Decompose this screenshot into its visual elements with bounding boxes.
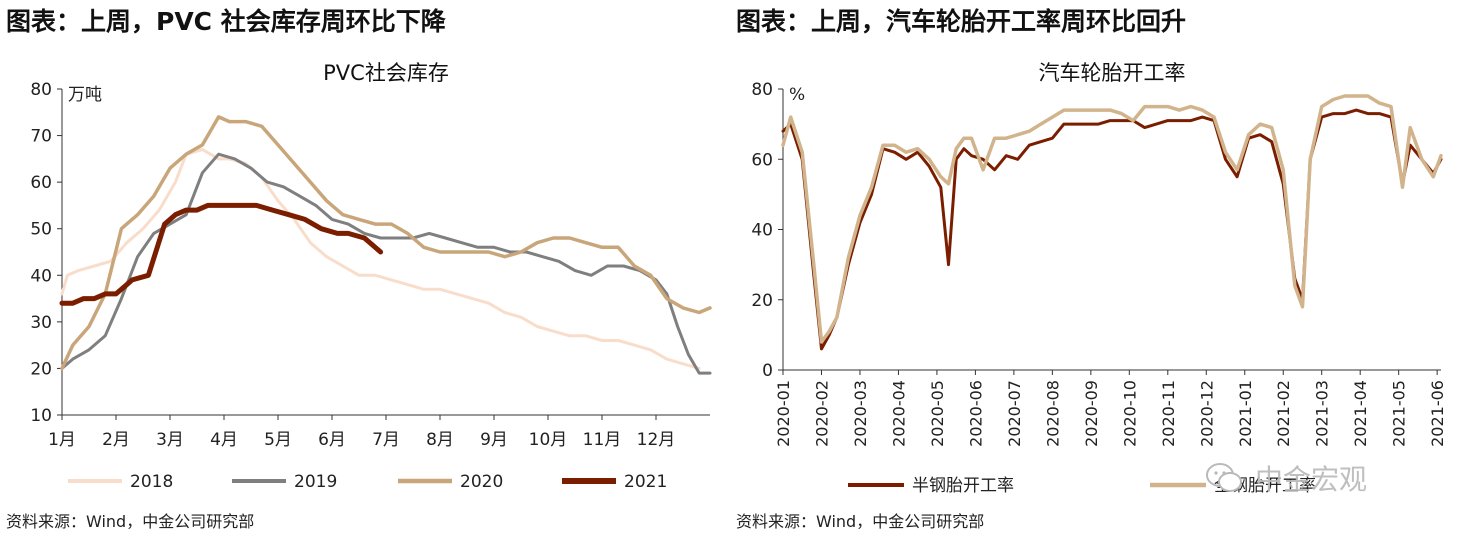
source-note: 资料来源：Wind，中金公司研究部 [6, 512, 255, 531]
x-tick-label: 1月 [48, 430, 76, 450]
y-tick-label: 20 [751, 291, 773, 311]
tire-operating-rate-chart: 汽车轮胎开工率% 0 20 40 60 80 2020-01 2020-02 2020-03 20… [751, 61, 1447, 496]
watermark: 中金宏观 [1195, 456, 1435, 506]
legend-label: 2019 [294, 472, 337, 492]
x-tick-label: 2020-12 [1197, 380, 1216, 447]
y-tick-label: 10 [30, 406, 52, 426]
series-line [781, 94, 1443, 344]
x-tick-label: 2020-04 [889, 380, 908, 447]
left-chart-panel: 图表：上周，PVC 社会库存周环比下降 PVC社会库存万吨 10 20 30 40 50 6… [0, 0, 729, 540]
y-tick-label: 80 [30, 80, 52, 100]
x-tick-label: 2020-11 [1159, 380, 1178, 447]
series-line [60, 148, 701, 370]
chart-title: 汽车轮胎开工率 [1039, 61, 1186, 85]
series-line [59, 202, 384, 306]
y-tick-label: 30 [30, 313, 52, 333]
x-tick-label: 2021-05 [1390, 380, 1409, 447]
y-axis-unit-label: 万吨 [68, 85, 102, 105]
y-axis-unit-label: % [789, 85, 805, 105]
x-tick-label: 12月 [637, 430, 676, 450]
x-tick-label: 2020-08 [1043, 380, 1062, 447]
chart-heading: 图表：上周，汽车轮胎开工率周环比回升 [736, 7, 1187, 36]
x-tick-label: 4月 [210, 430, 238, 450]
x-tick-label: 11月 [583, 430, 622, 450]
y-tick-label: 60 [30, 173, 52, 193]
legend-label: 半钢胎开工率 [912, 476, 1014, 496]
y-tick-label: 0 [762, 361, 773, 381]
chart-title: PVC社会库存 [323, 61, 449, 85]
y-tick-label: 50 [30, 220, 52, 240]
right-chart-panel: 图表：上周，汽车轮胎开工率周环比回升 汽车轮胎开工率% 0 20 40 60 80 2020… [730, 0, 1459, 540]
x-tick-label: 6月 [318, 430, 346, 450]
x-tick-label: 2021-06 [1428, 380, 1447, 447]
wechat-icon [1206, 463, 1242, 492]
legend-label: 2021 [624, 472, 667, 492]
x-tick-label: 5月 [264, 430, 292, 450]
y-tick-label: 70 [30, 127, 52, 147]
legend-label: 2020 [460, 472, 503, 492]
y-tick-label: 80 [751, 80, 773, 100]
x-tick-label: 2020-09 [1082, 380, 1101, 447]
watermark-text: 中金宏观 [1255, 463, 1368, 496]
x-tick-label: 2021-01 [1236, 380, 1255, 447]
y-tick-label: 40 [751, 221, 773, 241]
y-tick-label: 60 [751, 150, 773, 170]
y-tick-label: 20 [30, 359, 52, 379]
chart-heading: 图表：上周，PVC 社会库存周环比下降 [6, 7, 446, 36]
series-line [60, 115, 712, 371]
y-tick-label: 40 [30, 266, 52, 286]
x-tick-label: 3月 [156, 430, 184, 450]
series-line [60, 152, 712, 375]
series-line [781, 108, 1443, 351]
x-tick-label: 2020-06 [966, 380, 985, 447]
x-tick-label: 2021-04 [1351, 380, 1370, 447]
legend-label: 2018 [130, 472, 173, 492]
x-tick-label: 2020-05 [928, 380, 947, 447]
x-tick-label: 2020-07 [1005, 380, 1024, 447]
x-tick-label: 2021-03 [1313, 380, 1332, 447]
x-tick-label: 2020-02 [812, 380, 831, 447]
x-tick-label: 9月 [480, 430, 508, 450]
source-note: 资料来源：Wind，中金公司研究部 [736, 512, 985, 531]
x-tick-label: 2021-02 [1274, 380, 1293, 447]
x-tick-label: 10月 [529, 430, 568, 450]
x-tick-label: 2020-03 [851, 380, 870, 447]
x-tick-label: 2020-10 [1120, 380, 1139, 447]
x-tick-label: 7月 [372, 430, 400, 450]
x-tick-label: 2月 [102, 430, 130, 450]
x-tick-label: 2020-01 [774, 380, 793, 447]
x-tick-label: 8月 [426, 430, 454, 450]
